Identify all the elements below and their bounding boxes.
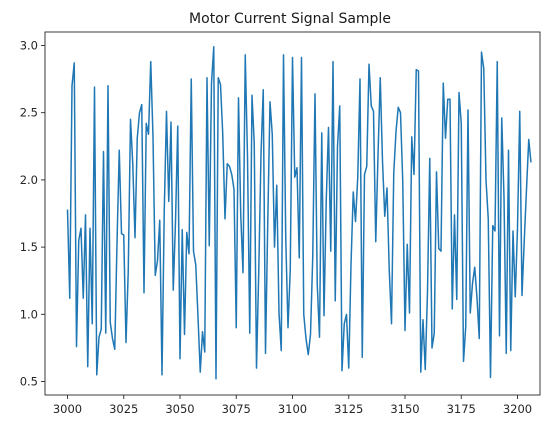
y-tick-label: 2.5 [20, 106, 38, 120]
y-tick-label: 0.5 [20, 375, 38, 389]
x-tick-label: 3150 [390, 402, 419, 416]
x-tick-label: 3050 [165, 402, 194, 416]
chart-title: Motor Current Signal Sample [189, 11, 391, 27]
series-line [66, 46, 532, 380]
y-tick-label: 2.0 [20, 173, 38, 187]
x-tick-label: 3100 [278, 402, 307, 416]
y-tick-label: 3.0 [20, 38, 38, 52]
y-axis: 0.5 1.0 1.5 2.0 2.5 3.0 [20, 38, 45, 389]
x-axis: 3000 3025 3050 3075 3100 3125 3150 3175 3200 [53, 395, 532, 416]
x-tick-label: 3175 [447, 402, 476, 416]
x-tick-label: 3025 [109, 402, 138, 416]
x-tick-label: 3200 [503, 402, 532, 416]
series-layer [66, 46, 532, 380]
x-tick-label: 3000 [53, 402, 82, 416]
y-tick-label: 1.5 [20, 240, 38, 254]
x-tick-label: 3125 [334, 402, 363, 416]
y-tick-label: 1.0 [20, 307, 38, 321]
x-tick-label: 3075 [222, 402, 251, 416]
